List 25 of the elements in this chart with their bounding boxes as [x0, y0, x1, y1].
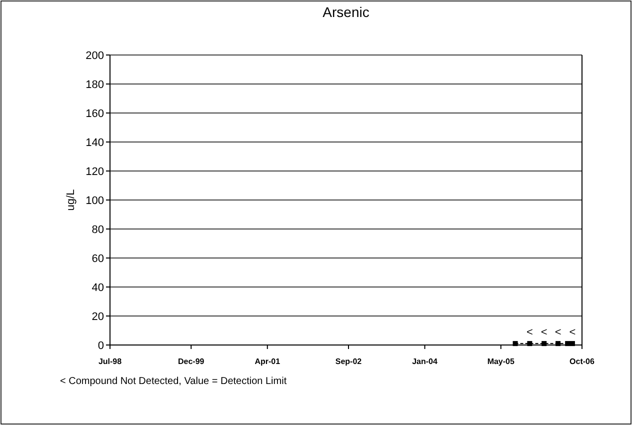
x-tick-label: Oct-06 — [570, 357, 595, 366]
y-tick-label: 80 — [92, 224, 104, 236]
annotation: < — [540, 326, 548, 339]
x-tick-label: Jan-04 — [412, 357, 438, 366]
x-tick-label: May-05 — [487, 357, 515, 366]
x-tick-label: Dec-99 — [178, 357, 205, 366]
annotation: < — [554, 326, 562, 339]
y-tick-label: 20 — [92, 311, 104, 323]
annotation: < — [569, 326, 576, 339]
y-tick-label: 180 — [86, 79, 104, 91]
y-tick-label: 60 — [92, 253, 104, 265]
y-tick-label: 140 — [86, 137, 104, 149]
annotation: < — [526, 326, 533, 339]
x-tick-label: Jul-98 — [98, 357, 122, 366]
y-tick-label: 100 — [86, 195, 104, 207]
chart-title: Arsenic — [322, 4, 370, 20]
y-tick-label: 120 — [86, 166, 104, 178]
y-axis-title: ug/L — [65, 189, 77, 211]
text: < Compound Not Detected, Value = Detection Limit — [60, 376, 287, 387]
x-tick-label: Apr-01 — [254, 357, 281, 366]
x-tick-label: Sep-02 — [335, 357, 362, 366]
y-tick-label: 160 — [86, 108, 104, 120]
y-tick-label: 40 — [92, 282, 104, 294]
y-tick-label: 0 — [98, 340, 104, 352]
y-tick-label: 200 — [86, 50, 104, 62]
